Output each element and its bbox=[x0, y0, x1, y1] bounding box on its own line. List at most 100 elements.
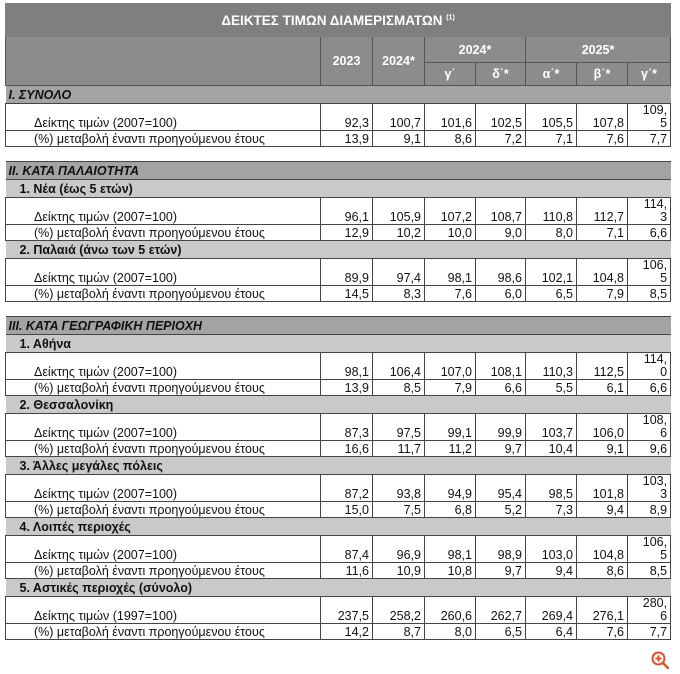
pct-value: 10,4 bbox=[525, 440, 577, 457]
row-label: (%) μεταβολή έναντι προηγούμενου έτους bbox=[5, 224, 321, 241]
index-value: 100,7 bbox=[372, 103, 425, 131]
pct-value: 5,5 bbox=[525, 379, 577, 396]
index-value: 103, 3 bbox=[626, 474, 672, 502]
index-value: 106, 5 bbox=[626, 535, 672, 563]
index-value: 97,5 bbox=[372, 413, 425, 441]
table-row-pct-change: (%) μεταβολή έναντι προηγούμενου έτους 15… bbox=[5, 501, 672, 518]
index-value: 99,1 bbox=[424, 413, 476, 441]
row-label: (%) μεταβολή έναντι προηγούμενου έτους bbox=[5, 623, 321, 640]
pct-value: 10,8 bbox=[424, 562, 476, 579]
row-label: Δείκτης τιμών (1997=100) bbox=[5, 596, 321, 624]
index-value: 98,1 bbox=[424, 535, 476, 563]
pct-value: 6,5 bbox=[525, 285, 577, 302]
pct-value: 7,9 bbox=[576, 285, 628, 302]
pct-value: 10,2 bbox=[372, 224, 425, 241]
pct-value: 6,6 bbox=[626, 379, 672, 396]
table-row-pct-change: (%) μεταβολή έναντι προηγούμενου έτους 14… bbox=[5, 623, 672, 640]
subsection-header-row: 2. Θεσσαλονίκη bbox=[5, 395, 671, 414]
row-label: Δείκτης τιμών (2007=100) bbox=[5, 258, 321, 286]
subsection-title: 2. Θεσσαλονίκη bbox=[5, 395, 671, 414]
index-value: 107,8 bbox=[576, 103, 628, 131]
table-row-index: Δείκτης τιμών (2007=100) 87,2 93,8 94,9 95,4… bbox=[5, 474, 672, 502]
pct-value: 11,2 bbox=[424, 440, 476, 457]
index-value: 105,5 bbox=[525, 103, 577, 131]
header-quarter: β΄* bbox=[576, 62, 628, 86]
pct-value: 14,5 bbox=[320, 285, 373, 302]
spacer-cell bbox=[5, 146, 671, 162]
pct-value: 8,7 bbox=[372, 623, 425, 640]
row-label: Δείκτης τιμών (2007=100) bbox=[5, 103, 321, 131]
index-value: 112,7 bbox=[576, 197, 628, 225]
pct-value: 5,2 bbox=[475, 501, 526, 518]
table-row-index: Δείκτης τιμών (2007=100) 98,1 106,4 107,0 10… bbox=[5, 352, 672, 380]
subsection-title: 5. Αστικές περιοχές (σύνολο) bbox=[5, 578, 671, 597]
pct-value: 6,5 bbox=[475, 623, 526, 640]
index-value: 95,4 bbox=[475, 474, 526, 502]
pct-value: 7,3 bbox=[525, 501, 577, 518]
index-value: 87,4 bbox=[320, 535, 373, 563]
pct-value: 9,0 bbox=[475, 224, 526, 241]
pct-value: 6,6 bbox=[626, 224, 672, 241]
index-value: 94,9 bbox=[424, 474, 476, 502]
pct-value: 7,6 bbox=[424, 285, 476, 302]
index-value: 106,4 bbox=[372, 352, 425, 380]
index-value: 92,3 bbox=[320, 103, 373, 131]
subsection-header-row: 2. Παλαιά (άνω των 5 ετών) bbox=[5, 240, 671, 259]
index-value: 107,0 bbox=[424, 352, 476, 380]
subsection-title: 4. Λοιπές περιοχές bbox=[5, 517, 671, 536]
section-title: I. ΣΥΝΟΛΟ bbox=[5, 85, 671, 104]
index-value: 96,9 bbox=[372, 535, 425, 563]
subsection-title: 3. Άλλες μεγάλες πόλεις bbox=[5, 456, 671, 475]
row-label: (%) μεταβολή έναντι προηγούμενου έτους bbox=[5, 379, 321, 396]
index-value: 87,3 bbox=[320, 413, 373, 441]
pct-value: 8,5 bbox=[626, 562, 672, 579]
table-row-index: Δείκτης τιμών (1997=100) 237,5 258,2 260,6 2… bbox=[5, 596, 672, 624]
pct-value: 14,2 bbox=[320, 623, 373, 640]
section-header-row: III. ΚΑΤΑ ΓΕΩΓΡΑΦΙΚΗ ΠΕΡΙΟΧΗ bbox=[5, 316, 671, 335]
pct-value: 10,9 bbox=[372, 562, 425, 579]
pct-value: 7,9 bbox=[424, 379, 476, 396]
index-value: 280, 6 bbox=[626, 596, 672, 624]
index-value: 96,1 bbox=[320, 197, 373, 225]
pct-value: 8,3 bbox=[372, 285, 425, 302]
price-index-table: ΔΕΙΚΤΕΣ ΤΙΜΩΝ ΔΙΑΜΕΡΙΣΜΑΤΩΝ (1) 2023 202… bbox=[4, 3, 672, 640]
row-label: Δείκτης τιμών (2007=100) bbox=[5, 535, 321, 563]
pct-value: 9,4 bbox=[576, 501, 628, 518]
index-value: 87,2 bbox=[320, 474, 373, 502]
row-label: (%) μεταβολή έναντι προηγούμενου έτους bbox=[5, 440, 321, 457]
header-group-2025: 2025* bbox=[524, 36, 672, 63]
index-value: 102,5 bbox=[475, 103, 526, 131]
pct-value: 6,8 bbox=[424, 501, 476, 518]
index-value: 112,5 bbox=[576, 352, 628, 380]
index-value: 103,0 bbox=[525, 535, 577, 563]
header-quarter: δ΄* bbox=[475, 62, 526, 86]
table-title-row: ΔΕΙΚΤΕΣ ΤΙΜΩΝ ΔΙΑΜΕΡΙΣΜΑΤΩΝ (1) bbox=[4, 3, 672, 37]
table-row-pct-change: (%) μεταβολή έναντι προηγούμενου έτους 16… bbox=[5, 440, 672, 457]
index-value: 97,4 bbox=[372, 258, 425, 286]
header-blank bbox=[5, 36, 321, 86]
index-value: 102,1 bbox=[525, 258, 577, 286]
table-body: I. ΣΥΝΟΛΟ Δείκτης τιμών (2007=100) 92,3 100… bbox=[5, 85, 672, 640]
header-row-years: 2023 2024* 2024* 2025* bbox=[5, 36, 672, 86]
subsection-header-row: 3. Άλλες μεγάλες πόλεις bbox=[5, 456, 671, 475]
pct-value: 11,6 bbox=[320, 562, 373, 579]
pct-value: 7,7 bbox=[626, 130, 672, 147]
pct-value: 8,6 bbox=[576, 562, 628, 579]
index-value: 106,0 bbox=[576, 413, 628, 441]
zoom-in-icon[interactable] bbox=[651, 651, 669, 669]
row-label: (%) μεταβολή έναντι προηγούμενου έτους bbox=[5, 501, 321, 518]
index-value: 98,1 bbox=[424, 258, 476, 286]
index-value: 98,1 bbox=[320, 352, 373, 380]
header-quarter: α΄* bbox=[525, 62, 577, 86]
pct-value: 15,0 bbox=[320, 501, 373, 518]
index-value: 105,9 bbox=[372, 197, 425, 225]
index-value: 269,4 bbox=[525, 596, 577, 624]
index-value: 106, 5 bbox=[626, 258, 672, 286]
table-row-pct-change: (%) μεταβολή έναντι προηγούμενου έτους 11… bbox=[5, 562, 672, 579]
index-value: 114, 3 bbox=[626, 197, 672, 225]
index-value: 101,6 bbox=[424, 103, 476, 131]
subsection-title: 1. Αθήνα bbox=[5, 334, 671, 353]
pct-value: 13,9 bbox=[320, 379, 373, 396]
header-group-2024: 2024* bbox=[424, 36, 526, 63]
index-value: 258,2 bbox=[372, 596, 425, 624]
